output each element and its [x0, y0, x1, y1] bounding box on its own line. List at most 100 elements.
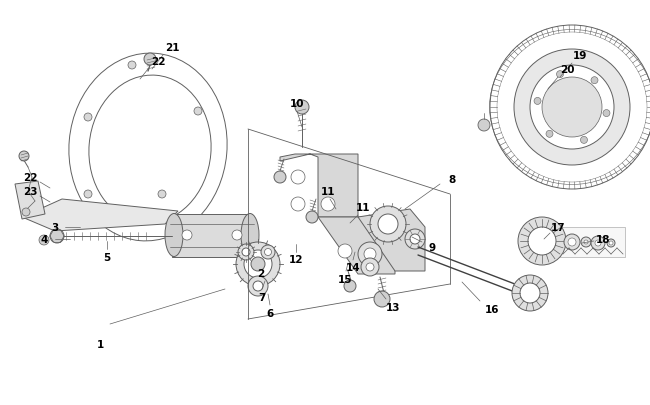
Circle shape	[514, 50, 630, 166]
Circle shape	[534, 98, 541, 105]
Circle shape	[236, 243, 280, 286]
Circle shape	[194, 108, 202, 116]
Circle shape	[512, 275, 548, 311]
Circle shape	[39, 235, 49, 245]
Circle shape	[518, 217, 566, 265]
Circle shape	[291, 171, 305, 185]
Polygon shape	[358, 209, 425, 271]
Circle shape	[591, 237, 605, 250]
Circle shape	[556, 71, 564, 79]
Text: 7: 7	[258, 292, 266, 302]
Ellipse shape	[601, 67, 620, 85]
Circle shape	[546, 131, 553, 138]
Circle shape	[595, 241, 601, 246]
Circle shape	[321, 198, 335, 211]
Circle shape	[242, 248, 250, 256]
Circle shape	[344, 280, 356, 292]
Circle shape	[581, 237, 591, 247]
Text: 22: 22	[151, 57, 165, 67]
Text: 22: 22	[23, 173, 37, 183]
Text: 20: 20	[560, 65, 574, 75]
Text: 11: 11	[356, 202, 370, 213]
Circle shape	[530, 66, 614, 149]
Circle shape	[238, 244, 254, 260]
Text: 10: 10	[290, 99, 304, 109]
Text: 17: 17	[551, 222, 566, 232]
Circle shape	[144, 54, 156, 66]
Circle shape	[50, 230, 64, 243]
Polygon shape	[280, 155, 358, 217]
Circle shape	[244, 250, 272, 278]
Circle shape	[274, 172, 286, 183]
Circle shape	[19, 151, 29, 162]
Ellipse shape	[557, 47, 569, 70]
Text: 14: 14	[346, 262, 360, 272]
Text: 6: 6	[266, 308, 274, 318]
Circle shape	[564, 234, 580, 250]
Text: 23: 23	[23, 187, 37, 196]
Circle shape	[410, 234, 420, 244]
Text: 8: 8	[448, 175, 456, 185]
Text: 15: 15	[338, 274, 352, 284]
Circle shape	[542, 78, 602, 138]
Circle shape	[182, 230, 192, 241]
Circle shape	[232, 230, 242, 241]
Text: 13: 13	[385, 302, 400, 312]
Polygon shape	[172, 215, 252, 257]
Circle shape	[306, 211, 318, 224]
Circle shape	[607, 239, 615, 247]
Circle shape	[358, 243, 382, 266]
Circle shape	[158, 190, 166, 198]
Circle shape	[261, 245, 275, 259]
Circle shape	[603, 110, 610, 117]
Circle shape	[338, 244, 352, 258]
Text: 9: 9	[428, 243, 436, 252]
Circle shape	[291, 198, 305, 211]
Ellipse shape	[524, 131, 543, 149]
Text: 19: 19	[573, 51, 587, 61]
Ellipse shape	[165, 214, 183, 257]
Circle shape	[370, 207, 406, 243]
Circle shape	[591, 77, 598, 85]
Ellipse shape	[575, 145, 587, 169]
Circle shape	[580, 137, 588, 144]
Text: 21: 21	[164, 43, 179, 53]
Circle shape	[364, 248, 376, 260]
Circle shape	[295, 101, 309, 115]
Circle shape	[128, 62, 136, 70]
Ellipse shape	[608, 118, 630, 132]
Circle shape	[568, 239, 576, 246]
Circle shape	[265, 249, 272, 256]
Circle shape	[378, 215, 398, 234]
Text: 12: 12	[289, 254, 304, 264]
Circle shape	[22, 209, 30, 216]
Circle shape	[361, 258, 379, 276]
Circle shape	[584, 241, 588, 244]
Ellipse shape	[241, 214, 259, 257]
Circle shape	[366, 263, 374, 271]
Text: 16: 16	[485, 304, 499, 314]
Circle shape	[84, 190, 92, 198]
Circle shape	[374, 291, 390, 307]
Ellipse shape	[89, 76, 211, 224]
Text: 3: 3	[51, 222, 58, 232]
Text: 2: 2	[257, 269, 265, 278]
Circle shape	[497, 33, 647, 183]
Circle shape	[405, 230, 425, 249]
Circle shape	[248, 276, 268, 296]
Ellipse shape	[514, 84, 536, 98]
Polygon shape	[560, 228, 625, 257]
Circle shape	[84, 114, 92, 121]
Text: 11: 11	[320, 187, 335, 196]
Text: 18: 18	[596, 234, 610, 244]
Circle shape	[520, 284, 540, 303]
Text: 1: 1	[96, 339, 103, 349]
Circle shape	[478, 120, 490, 132]
Text: 4: 4	[40, 234, 47, 244]
Polygon shape	[15, 181, 45, 220]
Circle shape	[609, 241, 613, 245]
Circle shape	[251, 257, 265, 271]
Text: 5: 5	[103, 252, 111, 262]
Polygon shape	[22, 200, 178, 231]
Circle shape	[253, 281, 263, 291]
